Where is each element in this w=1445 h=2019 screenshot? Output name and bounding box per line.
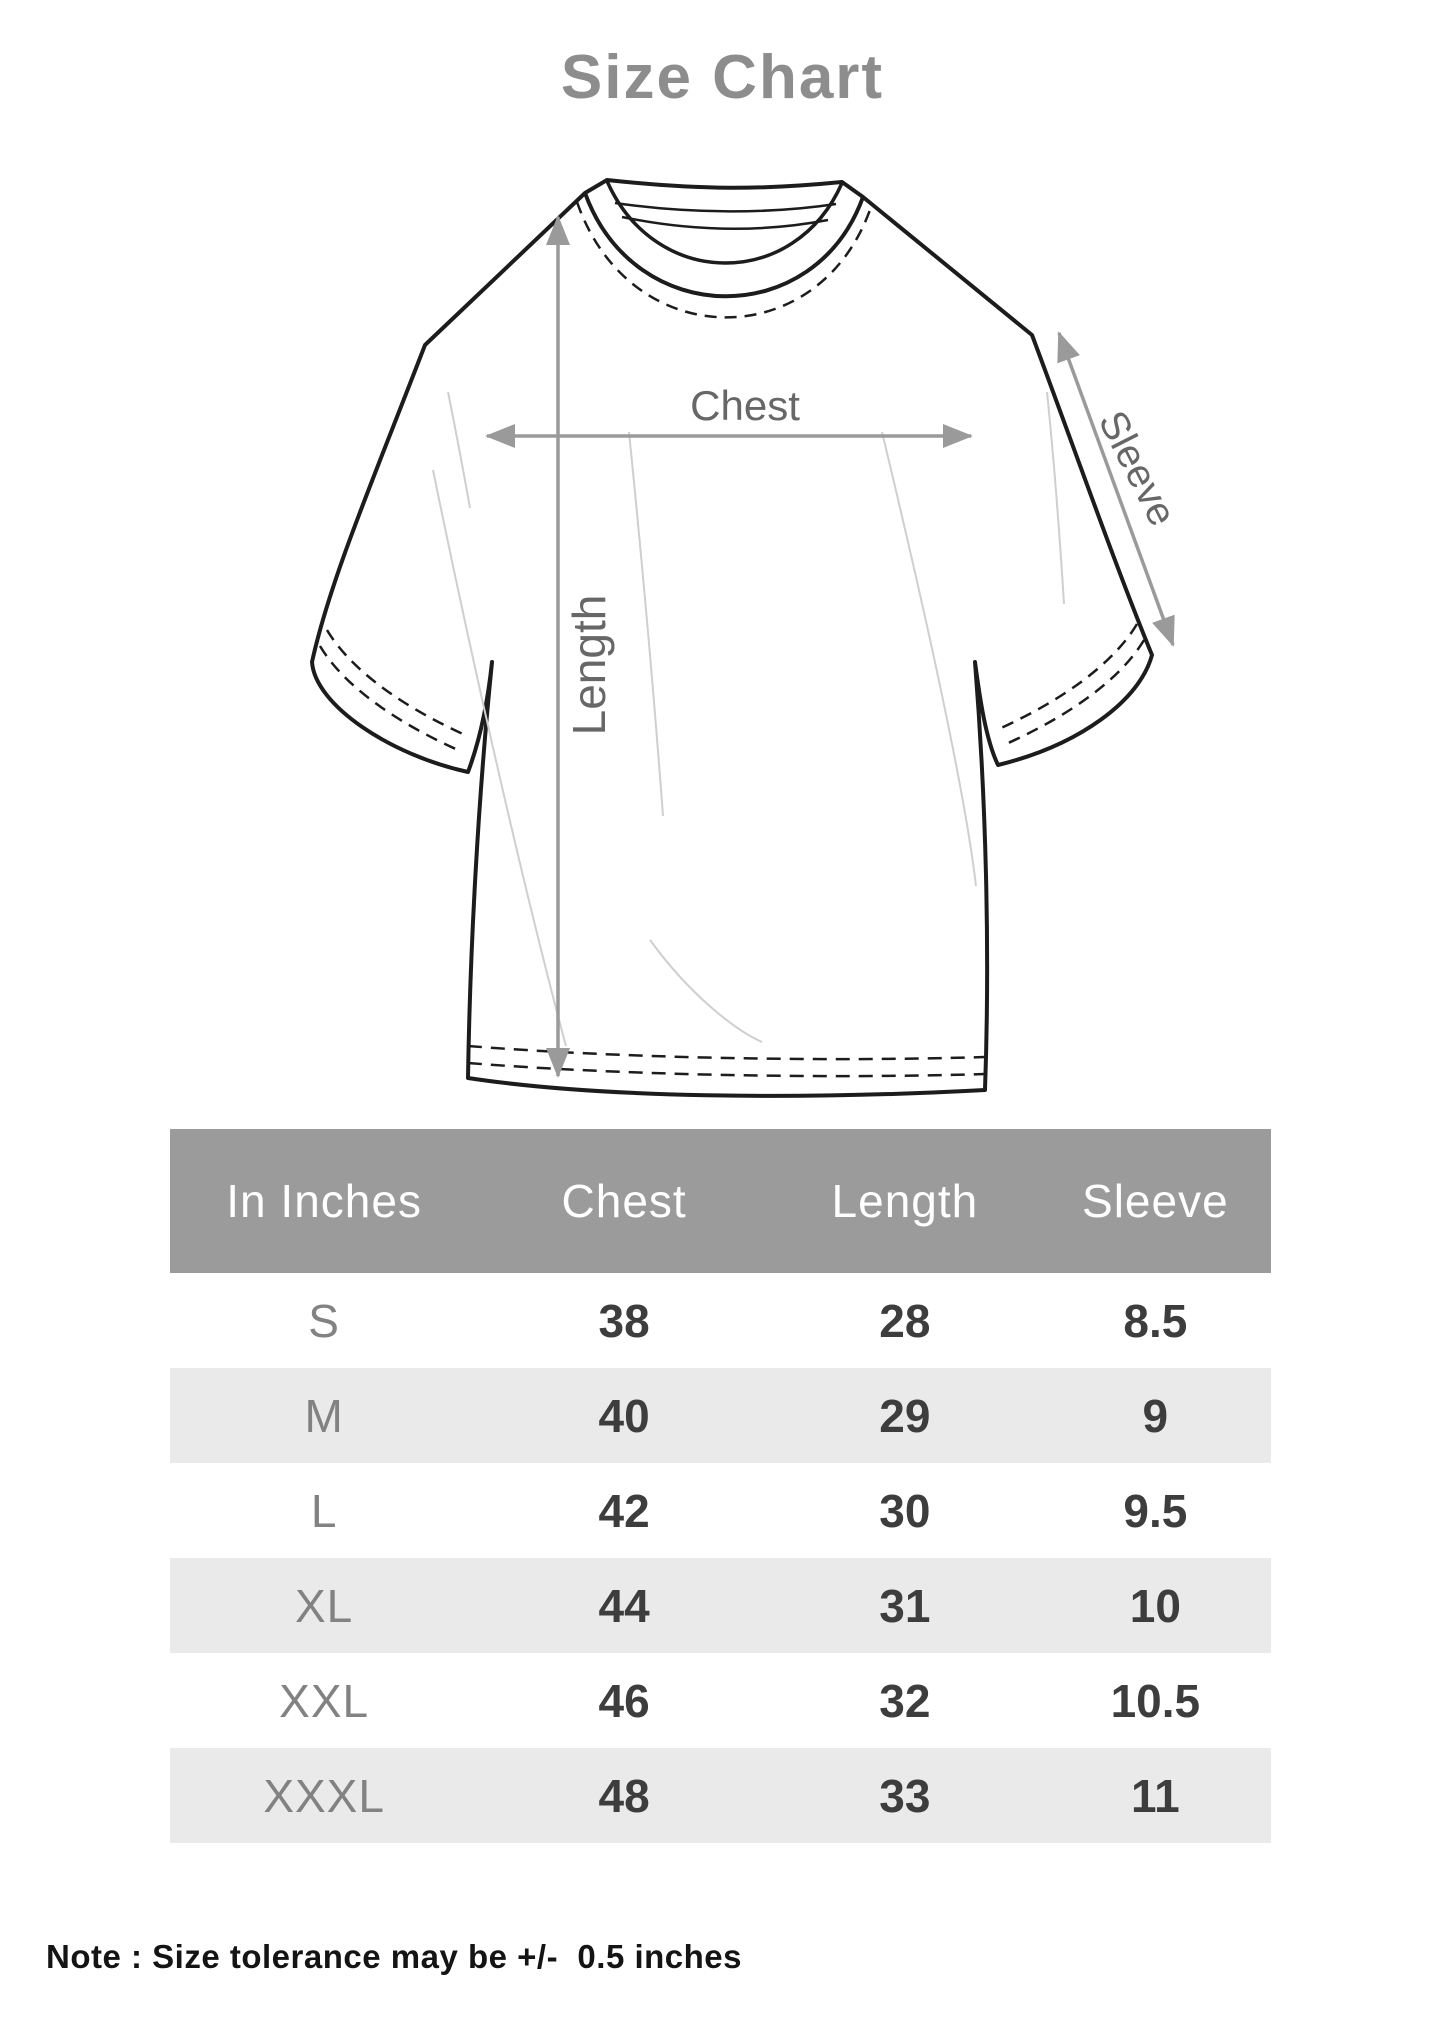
- table-header-row: In Inches Chest Length Sleeve: [170, 1129, 1271, 1273]
- table-row: XXL 46 32 10.5: [170, 1653, 1271, 1748]
- sleeve-cell: 9: [1142, 1389, 1169, 1442]
- table-row: XXXL 48 33 11: [170, 1748, 1271, 1843]
- tolerance-note: Note : Size tolerance may be +/- 0.5 inc…: [46, 1938, 743, 1975]
- page-title: Size Chart: [560, 43, 885, 112]
- table-row: S 38 28 8.5: [170, 1273, 1271, 1368]
- size-cell: XXXL: [263, 1769, 385, 1822]
- chest-cell: 44: [598, 1579, 650, 1632]
- table-row: L 42 30 9.5: [170, 1463, 1271, 1558]
- table-row: M 40 29 9: [170, 1368, 1271, 1463]
- sleeve-cell: 8.5: [1123, 1294, 1188, 1347]
- chest-cell: 48: [598, 1769, 650, 1822]
- hem-stitching: [467, 1044, 986, 1078]
- sleeve-cell: 10: [1129, 1579, 1181, 1632]
- tshirt-diagram: Chest Length Sleeve: [310, 178, 1185, 1098]
- chest-label: Chest: [690, 382, 800, 429]
- length-cell: 33: [879, 1769, 931, 1822]
- sleeve-cell: 11: [1131, 1769, 1180, 1822]
- column-header-length: Length: [831, 1175, 979, 1227]
- collar: [575, 180, 873, 319]
- cuff-stitching: [318, 623, 1146, 752]
- length-cell: 30: [879, 1484, 931, 1537]
- sleeve-label: Sleeve: [1090, 404, 1185, 533]
- chest-cell: 42: [598, 1484, 650, 1537]
- length-cell: 28: [879, 1294, 931, 1347]
- dimension-arrows: [485, 215, 1175, 1078]
- chest-cell: 38: [598, 1294, 650, 1347]
- column-header-sleeve: Sleeve: [1082, 1175, 1229, 1227]
- sleeve-arrow: [1057, 331, 1175, 647]
- size-cell: XXL: [279, 1674, 370, 1727]
- chest-cell: 40: [598, 1389, 650, 1442]
- length-cell: 29: [879, 1389, 931, 1442]
- size-cell: S: [308, 1294, 340, 1347]
- size-cell: M: [304, 1389, 344, 1442]
- length-label: Length: [563, 595, 615, 736]
- size-cell: XL: [295, 1579, 354, 1632]
- sleeve-cell: 9.5: [1123, 1484, 1188, 1537]
- column-header-unit: In Inches: [226, 1175, 422, 1227]
- chest-cell: 46: [598, 1674, 650, 1727]
- sleeve-cell: 10.5: [1110, 1674, 1201, 1727]
- column-header-chest: Chest: [561, 1175, 687, 1227]
- table-row: XL 44 31 10: [170, 1558, 1271, 1653]
- size-table: In Inches Chest Length Sleeve S 38 28 8.…: [170, 1129, 1271, 1843]
- size-cell: L: [310, 1484, 338, 1537]
- length-cell: 31: [879, 1579, 931, 1632]
- length-cell: 32: [879, 1674, 931, 1727]
